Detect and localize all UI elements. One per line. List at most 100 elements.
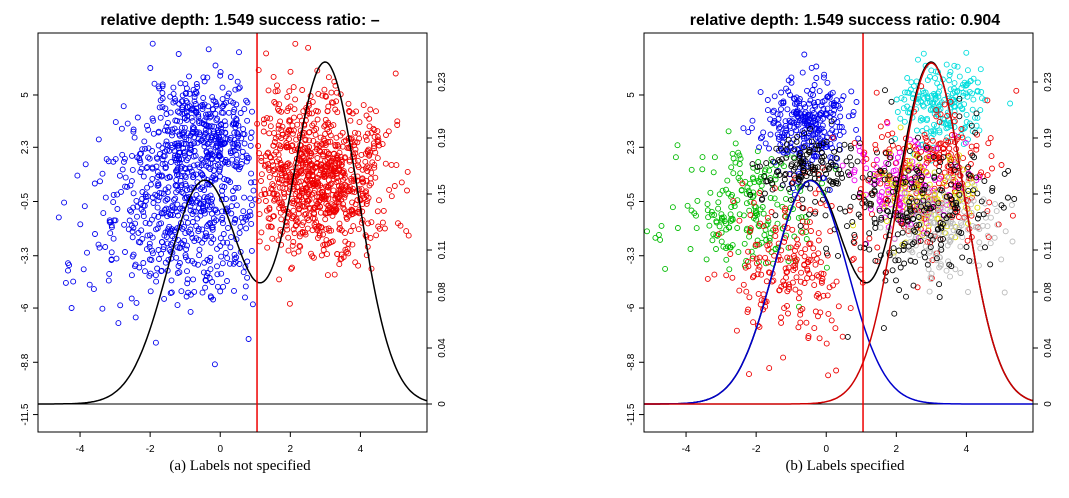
data-point <box>313 146 320 153</box>
data-point <box>893 96 900 103</box>
data-point <box>55 214 62 221</box>
data-point <box>260 128 267 135</box>
data-point <box>882 233 889 240</box>
data-point <box>142 145 149 152</box>
data-point <box>959 254 966 261</box>
data-point <box>272 135 279 142</box>
data-point <box>337 256 344 263</box>
data-point <box>1011 196 1018 202</box>
data-point <box>910 282 917 289</box>
data-point <box>248 202 255 209</box>
data-point <box>920 50 927 57</box>
data-point <box>339 143 346 150</box>
y-tick-label: 2.3 <box>20 140 31 154</box>
data-point <box>877 168 884 175</box>
data-point <box>140 213 147 220</box>
data-point <box>781 176 788 183</box>
data-point <box>781 163 787 170</box>
data-point <box>930 106 937 113</box>
data-point <box>794 241 801 248</box>
data-point <box>1001 289 1008 296</box>
data-point <box>151 212 158 219</box>
data-point <box>336 220 343 227</box>
data-point <box>830 111 837 117</box>
data-point <box>310 179 317 186</box>
right-y-tick-label: 0.08 <box>1043 282 1054 302</box>
data-point <box>190 276 197 283</box>
data-point <box>269 235 276 242</box>
data-point <box>297 230 304 237</box>
data-point <box>133 197 140 204</box>
data-point <box>816 335 823 342</box>
y-tick-label: -6 <box>20 303 31 312</box>
data-point <box>117 302 124 309</box>
data-point <box>848 88 855 95</box>
data-point <box>157 114 164 121</box>
data-point <box>215 152 222 159</box>
data-point <box>266 205 273 211</box>
data-point <box>791 124 798 131</box>
data-point <box>222 249 229 256</box>
data-point <box>246 208 253 215</box>
data-point <box>352 146 359 153</box>
data-point <box>364 198 371 204</box>
data-point <box>913 127 920 134</box>
data-point <box>178 173 185 179</box>
data-point <box>737 155 744 162</box>
data-point <box>244 274 251 281</box>
data-point <box>129 166 136 173</box>
data-point <box>907 86 914 93</box>
data-point <box>167 174 173 181</box>
data-point <box>95 241 102 248</box>
right-y-tick-label: 0 <box>1043 401 1054 407</box>
data-point <box>785 88 792 95</box>
data-point <box>152 339 159 346</box>
data-point <box>129 152 135 159</box>
data-point <box>927 219 934 226</box>
data-point <box>140 202 147 209</box>
data-point <box>931 121 937 128</box>
data-point <box>289 264 295 271</box>
data-point <box>925 223 932 229</box>
data-point <box>936 88 942 95</box>
data-point <box>980 211 987 218</box>
data-point <box>248 220 255 227</box>
data-point <box>224 135 231 142</box>
data-point <box>285 234 292 241</box>
data-point <box>309 122 316 129</box>
data-point <box>153 278 160 285</box>
data-point <box>740 281 747 288</box>
data-point <box>150 200 157 206</box>
data-point <box>247 212 254 219</box>
data-point <box>208 294 215 301</box>
data-point <box>286 300 293 307</box>
data-point <box>966 257 973 264</box>
density-curve <box>38 61 427 405</box>
data-point <box>830 178 837 185</box>
data-point <box>753 255 760 262</box>
data-point <box>353 108 360 115</box>
data-point <box>974 79 981 86</box>
data-point <box>823 245 830 252</box>
data-point <box>816 294 823 301</box>
data-point <box>745 306 752 313</box>
data-point <box>322 142 329 149</box>
data-point <box>795 201 802 208</box>
data-point <box>351 189 358 196</box>
data-point <box>284 161 291 168</box>
data-point <box>816 112 823 119</box>
data-point <box>118 125 125 132</box>
data-point <box>884 208 891 215</box>
data-point <box>994 221 1001 228</box>
data-point <box>916 252 923 259</box>
data-point <box>366 115 373 122</box>
y-tick-label: 2.3 <box>626 140 637 154</box>
data-point <box>810 115 817 122</box>
data-point <box>993 208 1000 215</box>
data-point <box>110 235 117 242</box>
data-point <box>139 146 146 153</box>
data-point <box>790 252 797 259</box>
data-point <box>373 232 380 239</box>
data-point <box>880 199 886 206</box>
data-point <box>314 204 321 211</box>
